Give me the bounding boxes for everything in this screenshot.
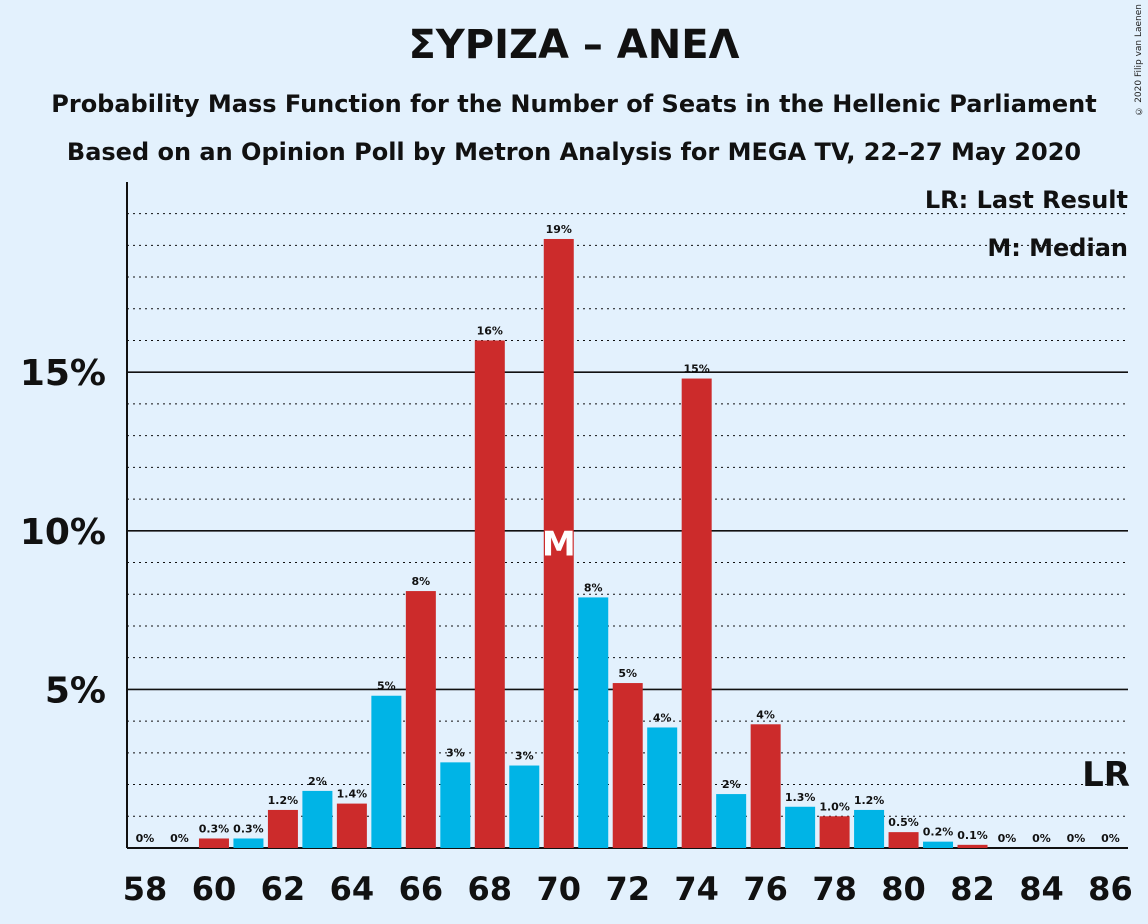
x-tick-label: 76 [743,870,788,908]
data-label-seat-74: 15% [684,363,710,376]
bar-seat-81 [923,841,954,848]
bar-seat-72 [612,683,643,848]
x-tick-label: 68 [468,870,513,908]
x-tick-label: 72 [605,870,650,908]
x-tick-label: 64 [330,870,375,908]
data-label-seat-83: 0% [998,832,1017,845]
data-label-seat-62: 1.2% [268,794,299,807]
legend-last-result: LR: Last Result [924,186,1128,214]
x-tick-label: 62 [261,870,306,908]
data-label-seat-78: 1.0% [819,800,850,813]
data-label-seat-75: 2% [722,778,741,791]
data-label-seat-61: 0.3% [233,822,264,835]
bar-seat-68 [474,340,505,848]
bar-seat-79 [854,809,885,848]
bar-seat-64 [336,803,367,848]
data-label-seat-68: 16% [477,324,503,337]
data-label-seat-77: 1.3% [785,791,816,804]
last-result-marker: LR [1082,755,1130,795]
x-tick-label: 82 [950,870,995,908]
bar-seat-73 [647,727,678,848]
bar-seat-82 [957,844,988,848]
data-label-seat-85: 0% [1067,832,1086,845]
bar-seat-80 [888,832,919,848]
legend-median: M: Median [987,234,1128,262]
y-tick-label: 10% [20,512,106,553]
x-tick-label: 60 [192,870,237,908]
data-label-seat-63: 2% [308,775,327,788]
bar-seat-62 [267,809,298,848]
bar-seat-78 [819,816,850,848]
bar-seat-71 [578,597,609,848]
data-label-seat-71: 8% [584,581,603,594]
data-label-seat-72: 5% [618,667,637,680]
data-label-seat-81: 0.2% [923,826,954,839]
x-tick-label: 84 [1019,870,1064,908]
chart-subtitle-line-2: Based on an Opinion Poll by Metron Analy… [66,138,1082,166]
bar-seat-75 [716,794,747,848]
data-label-seat-69: 3% [515,750,534,763]
data-label-seat-64: 1.4% [337,788,368,801]
bar-seat-76 [750,724,781,848]
data-label-seat-70: 19% [546,223,572,236]
data-label-seat-58: 0% [136,832,155,845]
median-marker: M [542,524,576,564]
bar-seat-60 [198,838,229,848]
data-label-seat-60: 0.3% [199,822,230,835]
chart-subtitle-line-1: Probability Mass Function for the Number… [51,90,1097,118]
data-label-seat-86: 0% [1101,832,1120,845]
data-label-seat-84: 0% [1032,832,1051,845]
bar-seat-63 [302,790,333,848]
bar-seat-66 [405,591,436,848]
data-label-seat-73: 4% [653,711,672,724]
data-label-seat-66: 8% [411,575,430,588]
x-tick-label: 70 [536,870,581,908]
data-label-seat-59: 0% [170,832,189,845]
x-tick-label: 80 [881,870,926,908]
data-label-seat-80: 0.5% [888,816,919,829]
y-tick-label: 5% [45,670,106,711]
x-tick-label: 78 [812,870,857,908]
data-label-seat-79: 1.2% [854,794,885,807]
bar-seat-67 [440,762,471,848]
x-tick-label: 66 [399,870,444,908]
data-label-seat-76: 4% [756,708,775,721]
bar-seat-74 [681,378,712,848]
data-label-seat-67: 3% [446,746,465,759]
bar-seat-61 [233,838,264,848]
data-label-seat-82: 0.1% [957,829,988,842]
x-tick-label: 74 [674,870,719,908]
bar-seat-69 [509,765,540,848]
chart-title: ΣΥΡΙΖΑ – ΑΝΕΛ [408,22,740,68]
x-tick-label: 86 [1088,870,1133,908]
data-label-seat-65: 5% [377,680,396,693]
y-tick-label: 15% [20,353,106,394]
x-tick-label: 58 [123,870,168,908]
bar-seat-65 [371,695,402,848]
bar-seat-77 [785,806,816,848]
bar-seat-70 [543,238,574,848]
